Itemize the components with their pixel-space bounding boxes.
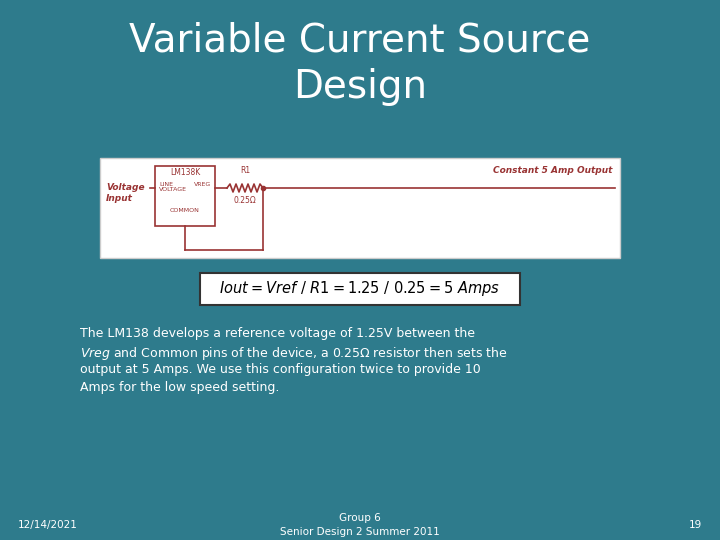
Text: The LM138 develops a reference voltage of 1.25V between the: The LM138 develops a reference voltage o…	[80, 327, 475, 340]
Text: Group 6: Group 6	[339, 513, 381, 523]
Text: Constant 5 Amp Output: Constant 5 Amp Output	[492, 166, 612, 175]
Text: Amps for the low speed setting.: Amps for the low speed setting.	[80, 381, 279, 394]
Text: LINE
VOLTAGE: LINE VOLTAGE	[159, 182, 187, 192]
Text: $\mathit{Iout} = \mathit{Vref}\ /\ \mathit{R1} = 1.25\ /\ 0.25 = 5\ \mathit{Amps: $\mathit{Iout} = \mathit{Vref}\ /\ \math…	[220, 280, 500, 299]
Text: 19: 19	[689, 520, 702, 530]
Text: 12/14/2021: 12/14/2021	[18, 520, 78, 530]
Text: $\mathit{Vreg}$ and Common pins of the device, a 0.25Ω resistor then sets the: $\mathit{Vreg}$ and Common pins of the d…	[80, 345, 508, 362]
Text: Voltage
Input: Voltage Input	[106, 183, 145, 203]
Text: COMMON: COMMON	[170, 208, 200, 213]
Text: Design: Design	[293, 68, 427, 106]
Text: LM138K: LM138K	[170, 168, 200, 177]
Bar	[100, 158, 620, 258]
Text: output at 5 Amps. We use this configuration twice to provide 10: output at 5 Amps. We use this configurat…	[80, 363, 481, 376]
Text: VREG: VREG	[194, 182, 211, 187]
Bar	[200, 273, 520, 305]
Text: R1: R1	[240, 166, 250, 175]
Bar	[155, 166, 215, 226]
Text: Variable Current Source: Variable Current Source	[130, 22, 590, 60]
Text: 0.25Ω: 0.25Ω	[233, 196, 256, 205]
Text: Senior Design 2 Summer 2011: Senior Design 2 Summer 2011	[280, 527, 440, 537]
